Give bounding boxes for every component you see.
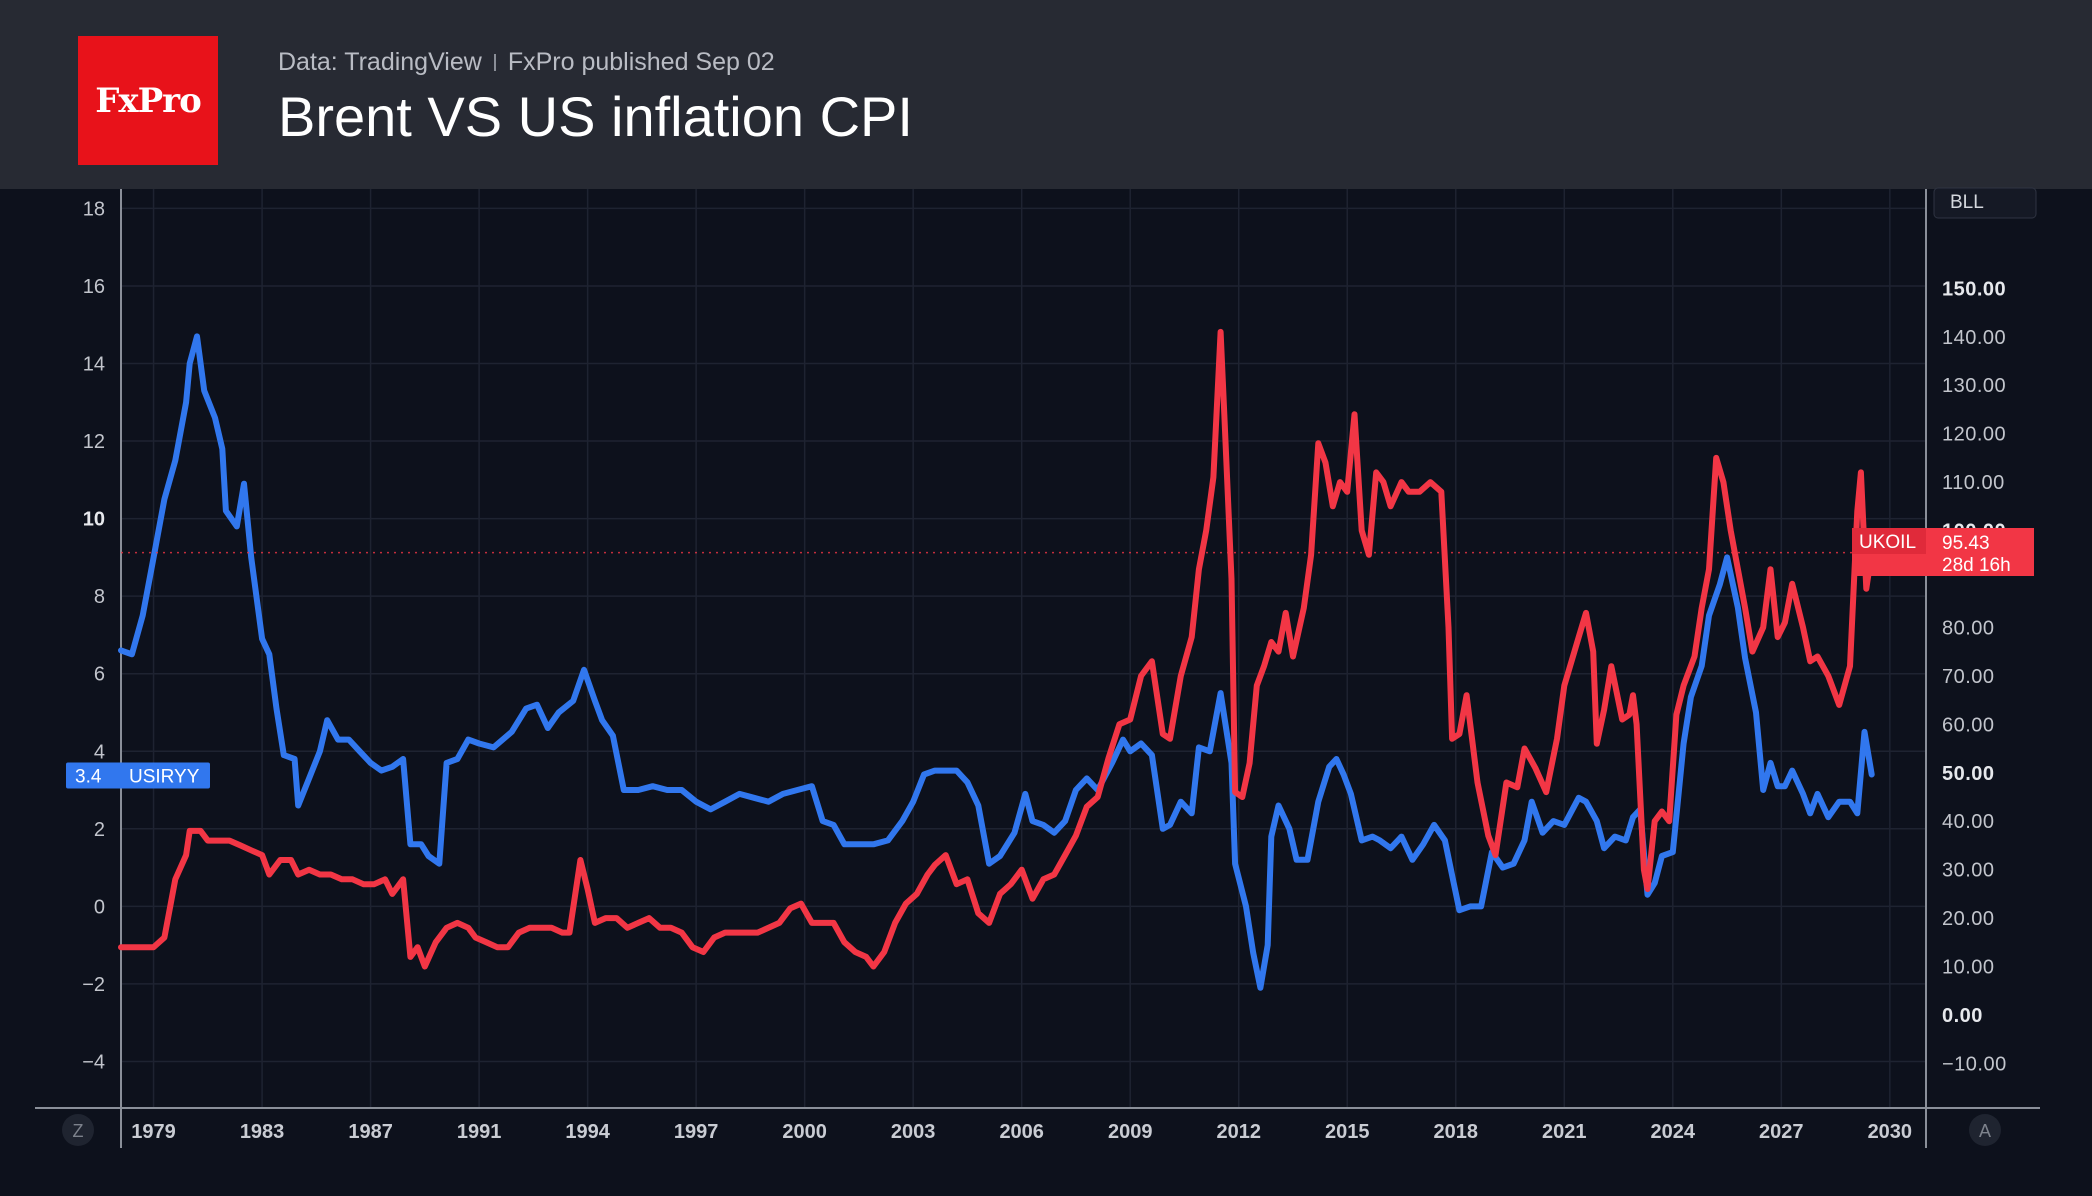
axis-box[interactable]	[1933, 187, 2037, 219]
series-line-usiryy	[118, 333, 1875, 991]
grid-layer	[121, 189, 1926, 1108]
right-tick-label: 60.00	[1942, 714, 1995, 736]
left-tick-label: 4	[94, 741, 105, 763]
left-tick-label: 14	[83, 353, 105, 375]
right-tick-label: −10.00	[1942, 1053, 2007, 1075]
ukoil-countdown: 28d 16h	[1942, 555, 2011, 576]
right-tick-label: 30.00	[1942, 860, 1995, 882]
right-tick-label: 40.00	[1942, 811, 1995, 833]
usiryy-last-value: 3.4	[75, 767, 102, 788]
right-tick-label: 0.00	[1942, 1005, 1983, 1027]
usiryy-name-label: USIRYY	[129, 767, 200, 788]
ukoil-name-box	[1852, 528, 1926, 554]
ukoil-name-label: UKOIL	[1859, 532, 1916, 553]
logo-text: FxPro	[95, 80, 202, 121]
data-source: Data: TradingView	[278, 48, 482, 76]
right-tick-label: 130.00	[1942, 375, 2006, 397]
zoom-label: Z	[73, 1121, 84, 1141]
x-tick-label: 2021	[1542, 1121, 1587, 1143]
left-tick-label: −2	[82, 974, 105, 996]
left-tick-label: 18	[83, 198, 105, 220]
x-tick-label: 1991	[457, 1121, 502, 1143]
ukoil-last-value: 95.43	[1942, 533, 1990, 554]
x-tick-label: 1983	[240, 1121, 285, 1143]
x-tick-label: 2030	[1868, 1121, 1913, 1143]
x-tick-label: 2018	[1434, 1121, 1479, 1143]
series-line-ukoil	[118, 328, 1875, 970]
left-tick-label: 10	[83, 509, 105, 531]
x-tick-label: 2006	[999, 1121, 1044, 1143]
right-tick-label: 150.00	[1942, 278, 2006, 300]
x-tick-label: 1987	[348, 1121, 393, 1143]
left-tick-label: 2	[94, 819, 105, 841]
left-tick-label: 16	[83, 276, 105, 298]
separator	[493, 54, 496, 71]
left-tick-label: 8	[94, 586, 105, 608]
auto-scale-label: A	[1979, 1121, 1991, 1141]
axes-layer: −4 −2 0 2 4 6 8 10 12 14 16 18 −10.00 0.00 10.00 20.00 3…	[35, 187, 2040, 1148]
right-tick-label: 20.00	[1942, 908, 1995, 930]
fxpro-logo: FxPro	[78, 36, 218, 165]
left-tick-label: 6	[94, 664, 105, 686]
right-tick-label: 70.00	[1942, 666, 1995, 688]
header-bar: FxPro Data: TradingView FxPro published …	[0, 0, 2092, 189]
x-tick-label: 1997	[674, 1121, 719, 1143]
x-tick-label: 1994	[565, 1121, 610, 1143]
axis-box-label: BLL	[1950, 192, 1984, 213]
series-layer	[118, 328, 1926, 991]
page-title: Brent VS US inflation CPI	[278, 85, 913, 148]
right-tick-label: 10.00	[1942, 957, 1995, 979]
right-tick-label: 80.00	[1942, 617, 1995, 639]
left-tick-label: −4	[82, 1051, 105, 1073]
x-tick-label: 2027	[1759, 1121, 1804, 1143]
left-tick-label: 12	[83, 431, 105, 453]
right-tick-label: 140.00	[1942, 327, 2006, 349]
published-date: FxPro published Sep 02	[507, 48, 775, 76]
x-tick-label: 2024	[1651, 1121, 1696, 1143]
x-tick-label: 2000	[782, 1121, 827, 1143]
x-tick-label: 2009	[1108, 1121, 1153, 1143]
zoom-button[interactable]	[62, 1114, 94, 1146]
x-tick-label: 2003	[891, 1121, 936, 1143]
usiryy-value-badge[interactable]	[66, 762, 210, 789]
right-tick-label: 50.00	[1942, 763, 1995, 785]
x-tick-label: 1979	[131, 1121, 176, 1143]
x-tick-label: 2015	[1325, 1121, 1370, 1143]
right-tick-label: 110.00	[1942, 472, 2005, 494]
auto-scale-button[interactable]	[1969, 1114, 2001, 1146]
subtitle: Data: TradingView FxPro published Sep 02	[278, 48, 775, 77]
x-tick-label: 2012	[1216, 1121, 1261, 1143]
right-tick-label: 120.00	[1942, 424, 2006, 446]
left-tick-label: 0	[94, 896, 105, 918]
